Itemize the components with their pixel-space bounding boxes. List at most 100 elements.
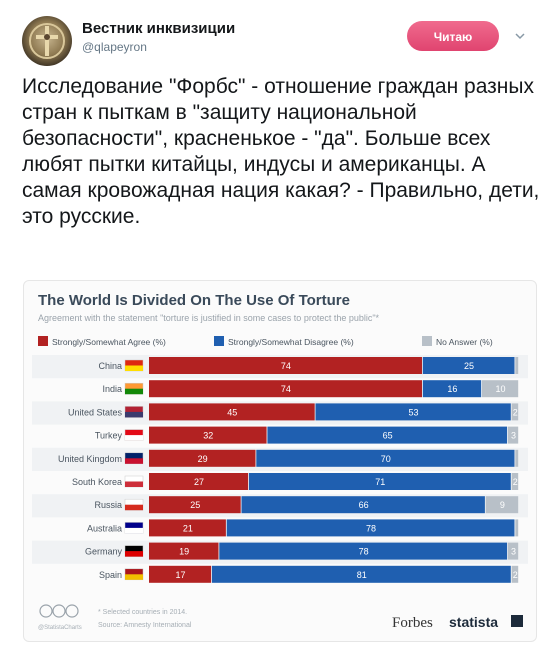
legend-label: Strongly/Somewhat Disagree (%) — [228, 337, 354, 347]
bar-segment — [149, 357, 422, 374]
data-label: 53 — [409, 407, 419, 417]
bar-segment — [515, 357, 519, 374]
data-label: 10 — [495, 384, 505, 394]
footnote: * Selected countries in 2014. — [98, 609, 187, 616]
bar-segment — [149, 542, 219, 560]
chevron-down-icon[interactable] — [514, 30, 526, 42]
bar-segment — [485, 496, 519, 514]
category-label: Spain — [99, 570, 122, 580]
legend-label: Strongly/Somewhat Agree (%) — [52, 337, 166, 347]
inquisition-emblem-icon — [29, 23, 65, 59]
statista-logo: statista — [449, 614, 498, 630]
bar-segment — [482, 380, 519, 398]
bar-segment — [149, 496, 241, 514]
bar-segment — [507, 542, 519, 560]
bar-segment — [149, 403, 315, 421]
flag-stripe — [125, 504, 143, 511]
flag-stripe — [125, 411, 143, 418]
account-name[interactable]: Вестник инквизиции — [82, 20, 236, 37]
bar-segment — [422, 380, 482, 398]
data-label: 19 — [179, 547, 189, 557]
data-label: 66 — [359, 500, 369, 510]
data-label: 2 — [513, 407, 518, 417]
data-label: 3 — [511, 547, 516, 557]
credit-text: @StatistaCharts — [38, 625, 82, 631]
category-label: United Kingdom — [58, 454, 122, 464]
flag-stripe — [125, 574, 143, 580]
bar-segment — [149, 380, 422, 398]
bar-segment — [507, 426, 519, 444]
flag-stripe — [125, 481, 143, 487]
data-label: 2 — [513, 570, 518, 580]
data-label: 25 — [190, 500, 200, 510]
data-label: 16 — [447, 384, 457, 394]
chart-legend: Strongly/Somewhat Agree (%) Strongly/Some… — [38, 336, 493, 347]
bar-segment — [315, 403, 511, 421]
flag-stripe — [125, 458, 143, 464]
data-label: 29 — [198, 454, 208, 464]
category-label: South Korea — [72, 477, 122, 487]
category-label: China — [98, 361, 122, 371]
stacked-bar-chart: The World Is Divided On The Use Of Tortu… — [32, 292, 528, 631]
data-label: 32 — [203, 431, 213, 441]
bar-segment — [149, 565, 212, 583]
data-label: 74 — [281, 384, 291, 394]
category-label: Australia — [87, 523, 122, 533]
bar-segment — [149, 449, 256, 467]
bar-segment — [256, 449, 515, 467]
data-label: 78 — [366, 523, 376, 533]
data-label: 21 — [183, 523, 193, 533]
bar-segment — [515, 519, 519, 537]
category-label: United States — [68, 407, 123, 417]
data-label: 27 — [194, 477, 204, 487]
chart-title: The World Is Divided On The Use Of Tortu… — [38, 292, 350, 309]
license-icon — [65, 604, 79, 618]
bar-segment — [248, 473, 511, 490]
license-icon — [52, 604, 66, 618]
data-label: 74 — [281, 361, 291, 371]
data-label: 3 — [511, 431, 516, 441]
category-label: Turkey — [95, 431, 123, 441]
bar-segment — [149, 473, 249, 490]
bar-segment — [422, 357, 515, 374]
statista-logo-mark — [511, 615, 523, 627]
bar-segment — [515, 449, 519, 467]
flag-stripe — [125, 551, 143, 557]
flag-stripe — [125, 527, 143, 534]
data-label: 65 — [383, 431, 393, 441]
bar-segment — [511, 565, 519, 583]
flag-stripe — [125, 365, 143, 371]
data-label: 45 — [227, 407, 237, 417]
bar-segment — [226, 519, 515, 537]
data-label: 78 — [359, 547, 369, 557]
chart-subtitle: Agreement with the statement "torture is… — [38, 313, 380, 323]
chart-footer: @StatistaCharts * Selected countries in 2… — [38, 604, 523, 631]
legend-swatch — [38, 336, 48, 346]
category-label: Germany — [85, 547, 123, 557]
data-label: 71 — [375, 477, 385, 487]
bar-segment — [511, 473, 519, 490]
data-label: 17 — [175, 570, 185, 580]
chart-image[interactable]: The World Is Divided On The Use Of Tortu… — [23, 280, 537, 642]
bar-segment — [211, 565, 511, 583]
following-button[interactable]: Читаю — [407, 21, 499, 51]
data-label: 25 — [464, 361, 474, 371]
legend-swatch — [214, 336, 224, 346]
data-label: 2 — [513, 477, 518, 487]
legend-swatch — [422, 336, 432, 346]
tweet-text: Исследование "Форбс" - отношение граждан… — [22, 75, 546, 228]
source-text: Source: Amnesty International — [98, 622, 192, 629]
flag-stripe — [125, 388, 143, 395]
bar-segment — [511, 403, 519, 421]
account-handle[interactable]: @qlapeyron — [82, 40, 147, 54]
avatar[interactable] — [22, 16, 72, 66]
bar-segment — [241, 496, 485, 514]
forbes-logo: Forbes — [392, 615, 433, 631]
legend-label: No Answer (%) — [436, 337, 493, 347]
category-label: Russia — [94, 500, 122, 510]
data-label: 9 — [500, 500, 505, 510]
data-label: 81 — [357, 570, 367, 580]
bar-segment — [149, 426, 267, 444]
flag-stripe — [125, 435, 143, 441]
